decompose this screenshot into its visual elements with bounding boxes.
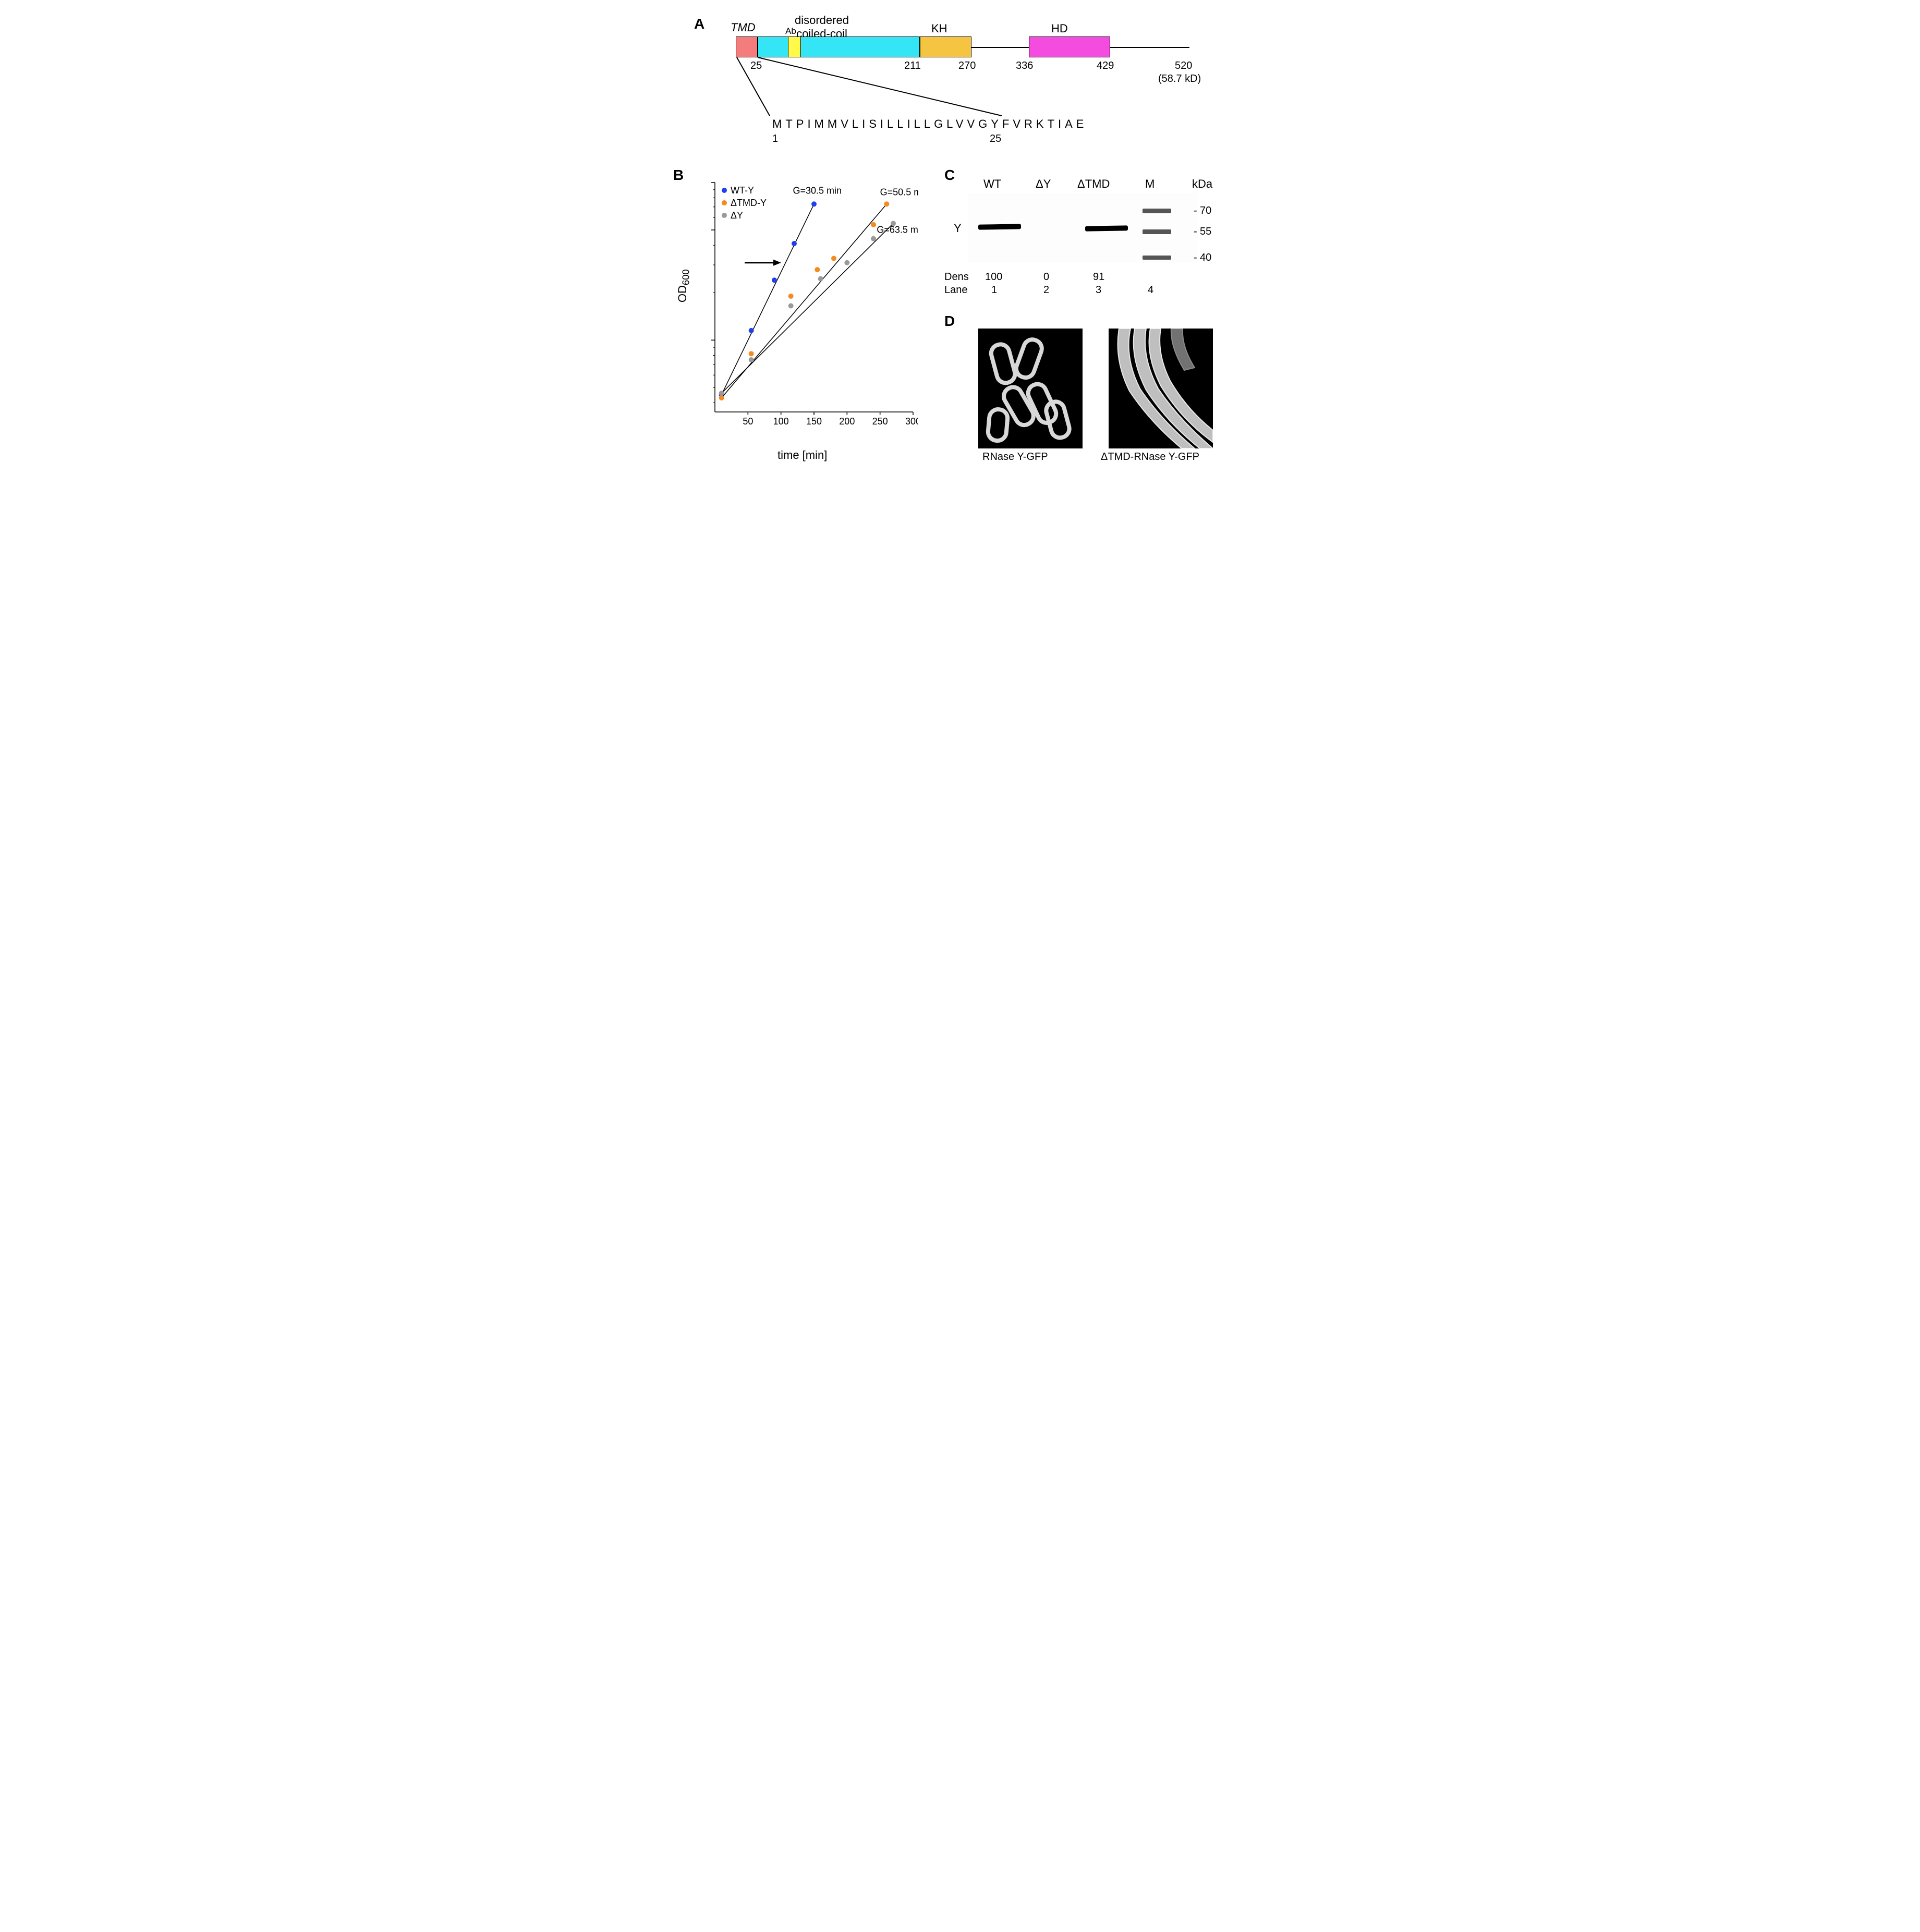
ylabel-sub: 600 bbox=[680, 269, 691, 285]
lane-label: Lane bbox=[944, 284, 968, 296]
mtick-70: - bbox=[1194, 205, 1197, 217]
kh-label: KH bbox=[931, 22, 947, 35]
hd-label: HD bbox=[1051, 22, 1068, 35]
band-dtmd bbox=[1085, 225, 1128, 231]
seq-end: 25 bbox=[990, 133, 1001, 145]
svg-text:WT-Y: WT-Y bbox=[731, 185, 754, 196]
linker1 bbox=[971, 47, 1029, 48]
panel-b: B OD600 time [min] 501001502002503000.10… bbox=[673, 172, 929, 454]
m55: 55 bbox=[1200, 226, 1211, 238]
micro-right bbox=[1109, 329, 1213, 448]
blot-area bbox=[968, 193, 1197, 263]
dens-3: 91 bbox=[1093, 271, 1104, 283]
kh-box bbox=[920, 37, 971, 57]
tmd-box bbox=[736, 37, 758, 57]
marker-70 bbox=[1143, 209, 1171, 213]
marker-55 bbox=[1143, 229, 1171, 234]
cells-left-svg bbox=[978, 329, 1083, 448]
pos-429: 429 bbox=[1097, 60, 1114, 72]
svg-text:G=30.5 min: G=30.5 min bbox=[793, 185, 842, 196]
kda-label: kDa bbox=[1192, 177, 1212, 191]
panel-a-label: A bbox=[694, 16, 704, 32]
svg-text:G=50.5 min: G=50.5 min bbox=[880, 187, 918, 197]
ab-label: Ab bbox=[785, 26, 796, 37]
m70: 70 bbox=[1200, 205, 1211, 217]
y-label: Y bbox=[954, 222, 962, 235]
svg-text:250: 250 bbox=[872, 416, 888, 427]
band-wt bbox=[978, 224, 1021, 229]
svg-text:50: 50 bbox=[743, 416, 753, 427]
panel-c-label: C bbox=[944, 167, 955, 184]
tmd-sequence: MTPIMMVLISILLILLGLVVGYFVRKTIAE bbox=[772, 117, 1088, 131]
lane-1: 1 bbox=[991, 284, 997, 296]
zoom-lines bbox=[736, 57, 1049, 120]
panel-d-label: D bbox=[944, 313, 955, 330]
svg-text:200: 200 bbox=[839, 416, 855, 427]
panel-c: C WT ΔY ΔTMD M kDa Y - 70 - bbox=[944, 172, 1236, 308]
domain-diagram bbox=[736, 37, 1189, 57]
marker-40 bbox=[1143, 256, 1171, 260]
svg-text:ΔY: ΔY bbox=[731, 210, 743, 221]
micro-left bbox=[978, 329, 1083, 448]
ab-box bbox=[788, 37, 801, 57]
pos-520: 520 bbox=[1175, 60, 1192, 72]
lane-m: M bbox=[1145, 177, 1155, 191]
svg-text:150: 150 bbox=[806, 416, 822, 427]
caption-right: ΔTMD-RNase Y-GFP bbox=[1101, 451, 1199, 463]
panel-d: D RNase Y-GFP bbox=[944, 315, 1236, 461]
dens-label: Dens bbox=[944, 271, 969, 283]
lane-wt: WT bbox=[983, 177, 1001, 191]
y-axis-label: OD600 bbox=[676, 269, 691, 302]
svg-text:100: 100 bbox=[773, 416, 789, 427]
x-axis-label: time [min] bbox=[777, 448, 827, 462]
tmd-label: TMD bbox=[731, 21, 756, 34]
growth-chart: 501001502002503000.10.51WT-YΔTMD-YΔYG=30… bbox=[710, 177, 918, 428]
lane-dy: ΔY bbox=[1036, 177, 1051, 191]
coiled-box bbox=[758, 37, 920, 57]
mtick-40: - bbox=[1194, 252, 1197, 264]
lane-4: 4 bbox=[1148, 284, 1153, 296]
lane-dtmd: ΔTMD bbox=[1077, 177, 1110, 191]
lane-2: 2 bbox=[1043, 284, 1049, 296]
svg-text:G=63.5 min: G=63.5 min bbox=[877, 224, 918, 235]
cells-right-svg bbox=[1109, 329, 1213, 448]
panel-a: A TMD disordered coiled-coil Ab KH HD 25… bbox=[673, 16, 1247, 162]
lane-3: 3 bbox=[1096, 284, 1101, 296]
panel-b-label: B bbox=[673, 167, 684, 184]
caption-left: RNase Y-GFP bbox=[982, 451, 1048, 463]
dens-2: 0 bbox=[1043, 271, 1049, 283]
weight-label: (58.7 kD) bbox=[1158, 73, 1201, 85]
hd-box bbox=[1029, 37, 1110, 57]
ylabel-text: OD bbox=[676, 285, 689, 302]
mtick-55: - bbox=[1194, 226, 1197, 238]
m40: 40 bbox=[1200, 252, 1211, 264]
svg-text:300: 300 bbox=[905, 416, 918, 427]
seq-start: 1 bbox=[772, 133, 778, 145]
linker2 bbox=[1110, 47, 1189, 48]
svg-text:ΔTMD-Y: ΔTMD-Y bbox=[731, 198, 767, 208]
dens-1: 100 bbox=[985, 271, 1002, 283]
